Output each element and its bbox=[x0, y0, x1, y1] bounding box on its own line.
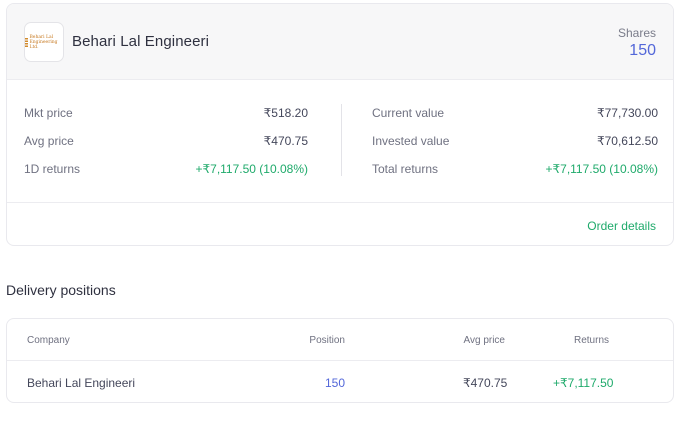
delivery-positions-table: Company Position Avg price Returns Behar… bbox=[6, 318, 674, 403]
column-header-position: Position bbox=[309, 335, 345, 346]
cell-company: Behari Lal Engineeri bbox=[27, 376, 136, 390]
company-name: Behari Lal Engineeri bbox=[72, 33, 210, 50]
stat-row-avg-price: Avg price ₹470.75 bbox=[24, 131, 308, 151]
stat-value: ₹470.75 bbox=[263, 134, 308, 148]
column-header-company: Company bbox=[27, 335, 70, 346]
stat-label: 1D returns bbox=[24, 162, 81, 176]
stat-value: +₹7,117.50 (10.08%) bbox=[545, 162, 659, 176]
holding-stats: Mkt price ₹518.20 Avg price ₹470.75 1D r… bbox=[7, 80, 673, 202]
delivery-positions-title: Delivery positions bbox=[6, 282, 116, 298]
stat-label: Mkt price bbox=[24, 106, 73, 120]
stat-label: Current value bbox=[372, 106, 445, 120]
holding-footer: Order details bbox=[7, 202, 673, 245]
stat-row-current-value: Current value ₹77,730.00 bbox=[372, 103, 658, 123]
stat-value: ₹77,730.00 bbox=[596, 106, 658, 120]
logo-text-line-2: Engineering Ltd. bbox=[29, 39, 58, 50]
stat-label: Invested value bbox=[372, 134, 450, 148]
column-header-avg-price: Avg price bbox=[463, 335, 505, 346]
shares-label: Shares bbox=[617, 26, 656, 40]
logo-bars-icon bbox=[25, 37, 29, 47]
order-details-link[interactable]: Order details bbox=[587, 219, 656, 233]
stat-value: +₹7,117.50 (10.08%) bbox=[195, 162, 309, 176]
column-header-returns: Returns bbox=[574, 335, 610, 346]
stats-divider bbox=[341, 104, 342, 176]
stat-row-total-returns: Total returns +₹7,117.50 (10.08%) bbox=[372, 159, 658, 179]
company-logo: Behari Lal Engineering Ltd. bbox=[24, 22, 64, 62]
cell-position: 150 bbox=[324, 376, 345, 390]
stat-row-1d-returns: 1D returns +₹7,117.50 (10.08%) bbox=[24, 159, 308, 179]
stat-label: Total returns bbox=[372, 162, 439, 176]
stat-value: ₹70,612.50 bbox=[596, 134, 658, 148]
stat-label: Avg price bbox=[24, 134, 74, 148]
shares-value: 150 bbox=[629, 42, 656, 59]
cell-avg-price: ₹470.75 bbox=[463, 376, 508, 390]
stat-value: ₹518.20 bbox=[263, 106, 308, 120]
cell-returns: +₹7,117.50 bbox=[553, 376, 614, 390]
table-header: Company Position Avg price Returns bbox=[7, 319, 673, 361]
holding-header: Behari Lal Engineering Ltd. Behari Lal E… bbox=[7, 4, 673, 80]
stat-row-invested-value: Invested value ₹70,612.50 bbox=[372, 131, 658, 151]
holding-card: Behari Lal Engineering Ltd. Behari Lal E… bbox=[6, 3, 674, 246]
stat-row-mkt-price: Mkt price ₹518.20 bbox=[24, 103, 308, 123]
logo-text-line-1: Behari Lal bbox=[29, 34, 54, 40]
